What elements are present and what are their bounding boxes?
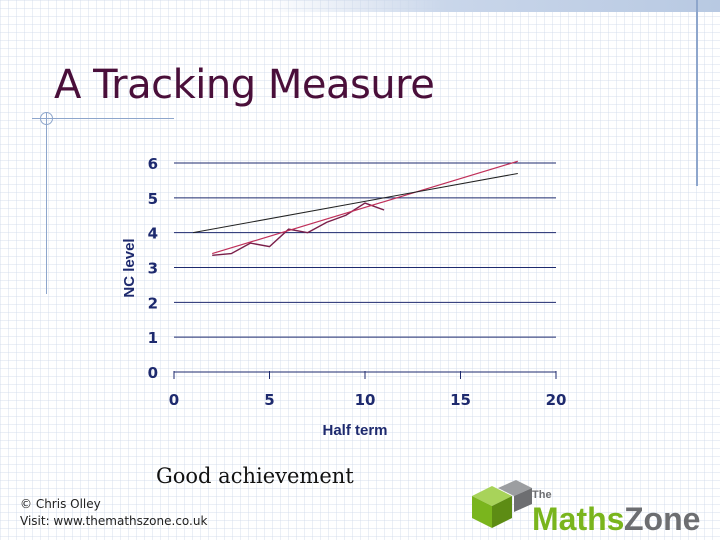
x-tick-label: 20 (546, 391, 567, 409)
caption: Good achievement (156, 464, 354, 488)
y-tick-label: 6 (148, 155, 158, 173)
logo-word-zone: Zone (624, 501, 700, 536)
x-tick-label: 10 (355, 391, 376, 409)
y-tick-label: 1 (148, 329, 158, 347)
y-axis-label: NC level (121, 238, 138, 297)
title-underline (32, 118, 174, 119)
series-line-actual (212, 202, 385, 257)
x-tick-label: 5 (264, 391, 274, 409)
maths-zone-logo: The Maths Zone (472, 480, 700, 536)
x-tick-label: 15 (450, 391, 471, 409)
series-line-trend (193, 172, 518, 234)
footer: © Chris Olley Visit: www.themathszone.co… (20, 496, 207, 530)
footer-website[interactable]: Visit: www.themathszone.co.uk (20, 514, 208, 528)
y-tick-label: 5 (148, 190, 158, 208)
slide-title: A Tracking Measure (54, 62, 435, 108)
y-tick-label: 0 (148, 364, 158, 382)
logo-word-maths: Maths (532, 501, 624, 536)
right-decoration-line (696, 0, 698, 186)
x-axis-label: Half term (322, 422, 387, 439)
logo-small-text: The (532, 489, 552, 501)
title-bullet-circle (40, 112, 53, 125)
series-line-target (212, 160, 518, 255)
cube-icon (472, 480, 532, 528)
y-tick-label: 4 (148, 225, 158, 243)
y-tick-label: 3 (148, 260, 158, 278)
x-tick-label: 0 (169, 391, 179, 409)
title-vertical-rule (46, 112, 47, 294)
top-decoration-band (265, 0, 720, 12)
y-tick-label: 2 (148, 294, 158, 312)
footer-credit: © Chris Olley (20, 497, 101, 511)
